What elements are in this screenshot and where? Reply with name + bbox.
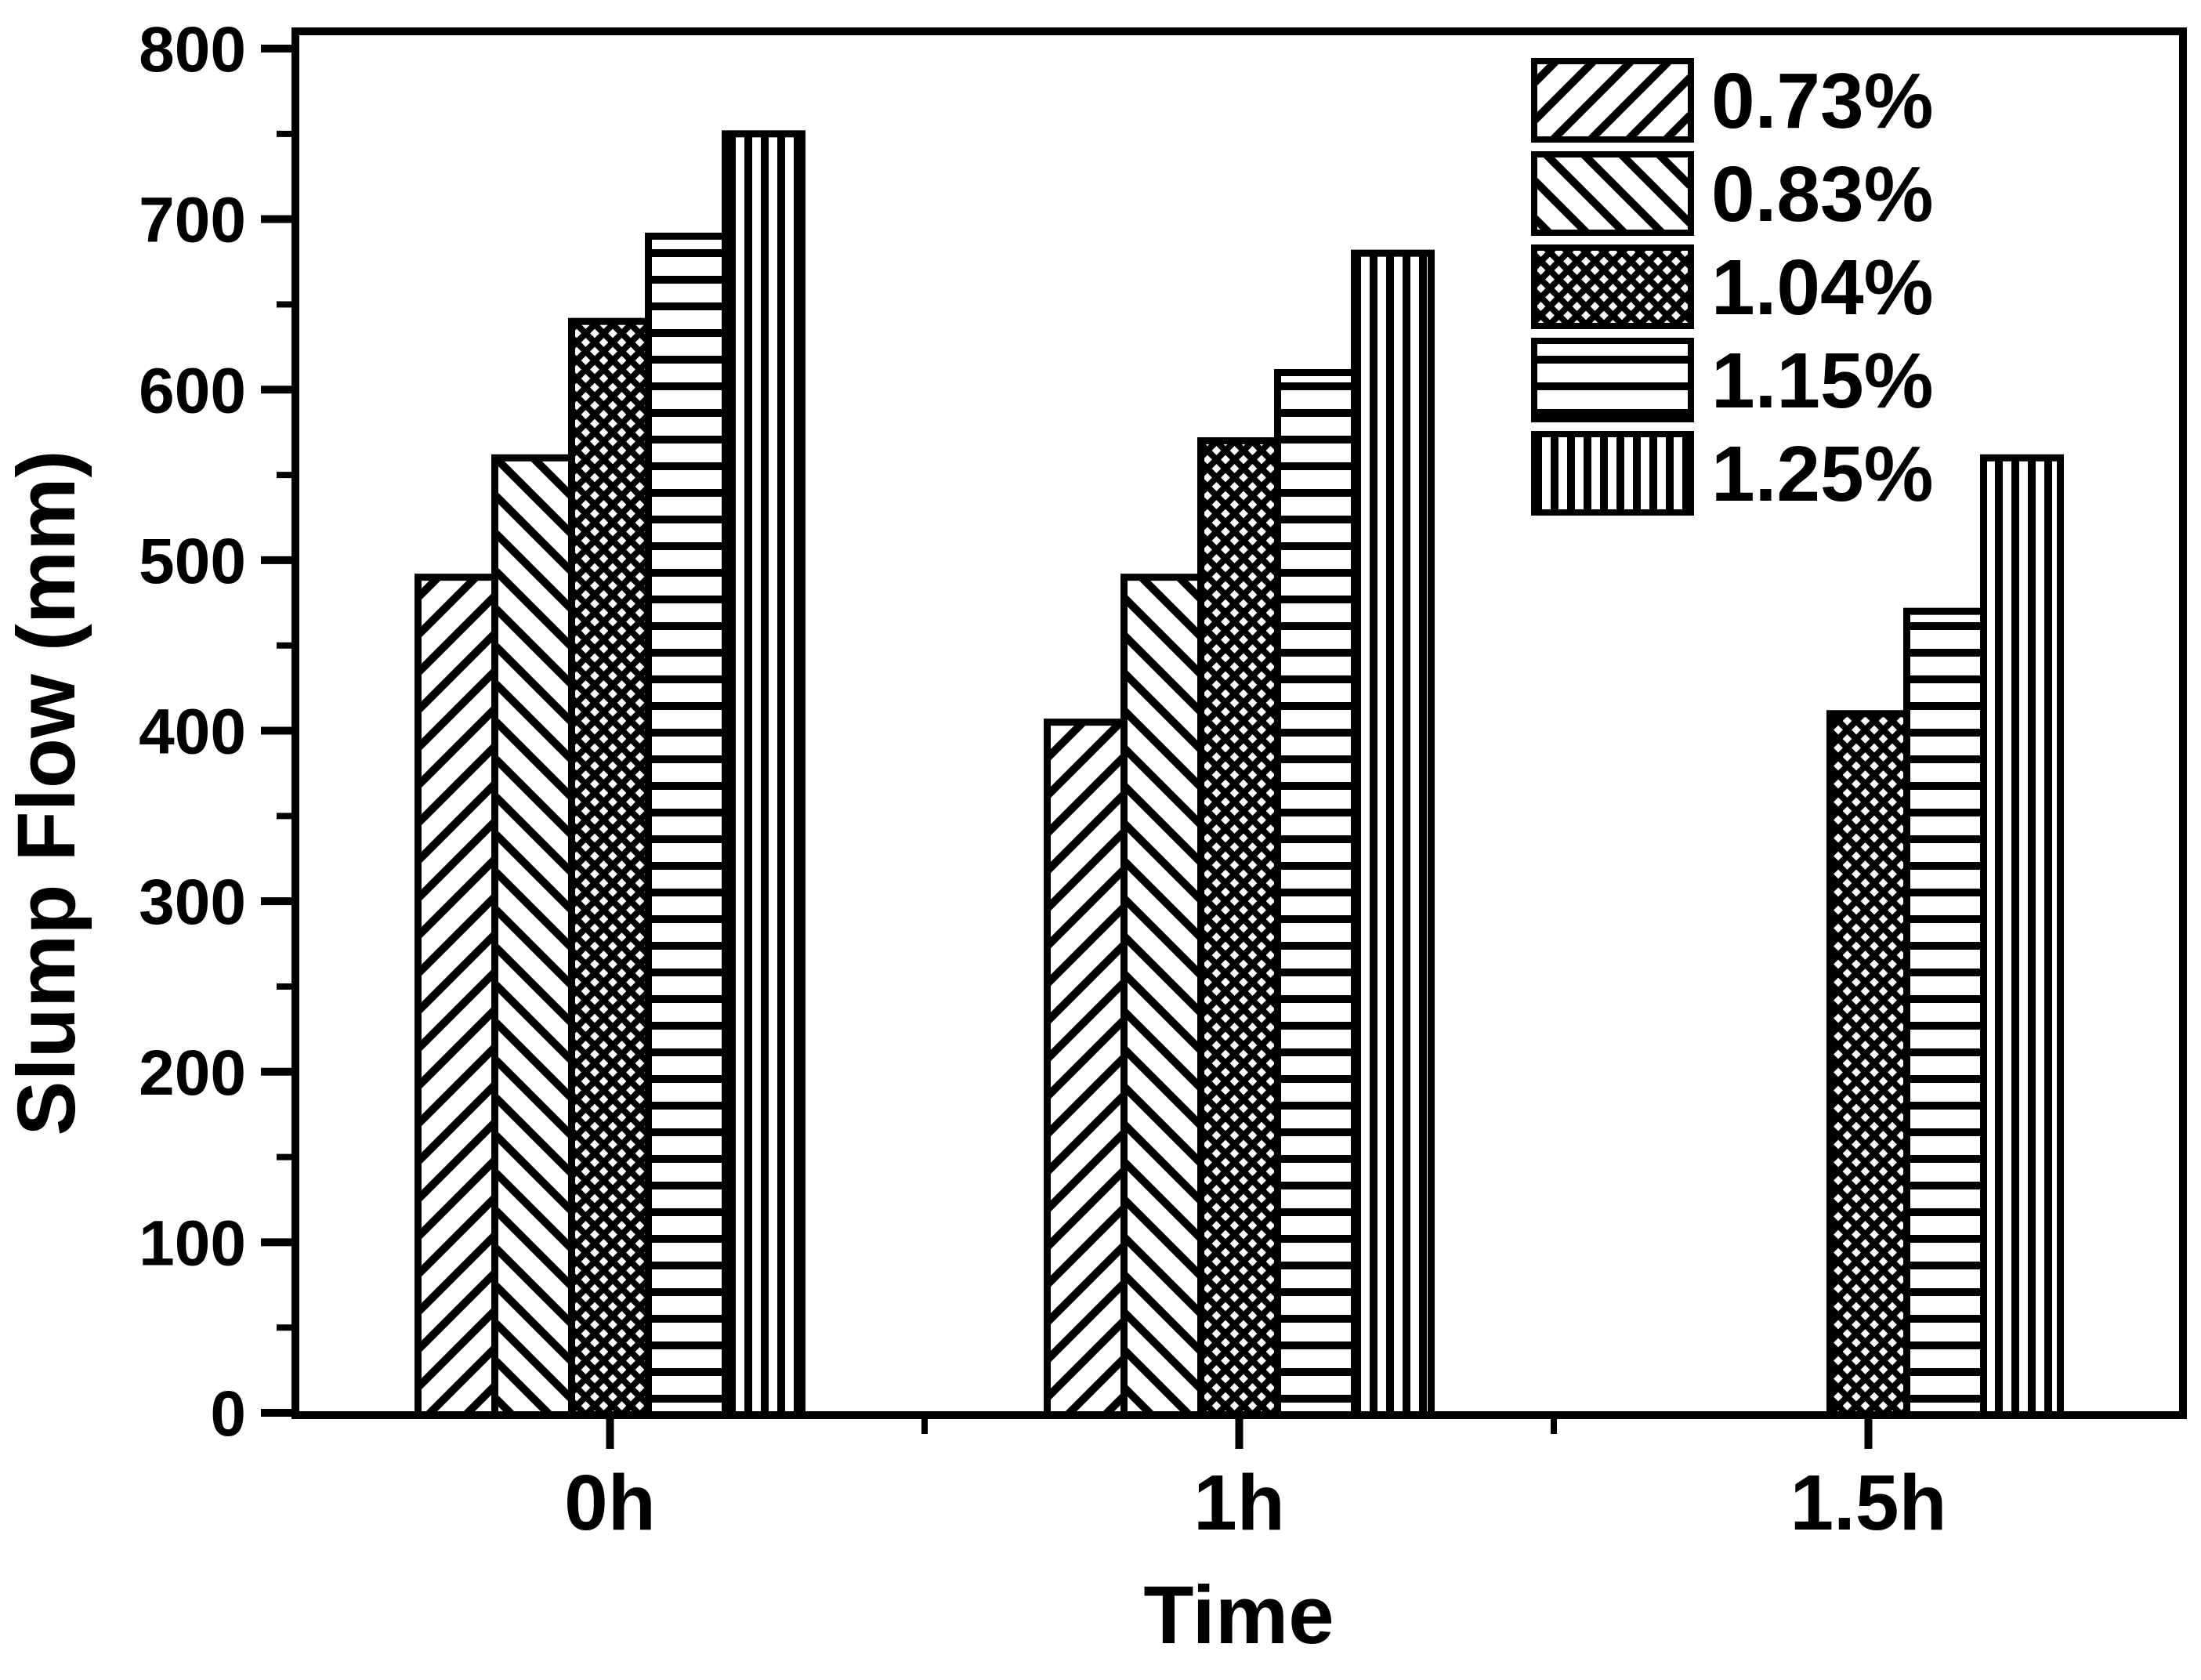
legend-label-0.83%: 0.83% bbox=[1711, 150, 1934, 238]
y-tick-label-400: 400 bbox=[139, 697, 246, 768]
bar-group-1h bbox=[1044, 249, 1435, 1419]
bar-0h-0.73% bbox=[414, 574, 498, 1419]
x-tick-label-0h: 0h bbox=[564, 1459, 656, 1547]
bar-1h-1.25% bbox=[1351, 249, 1435, 1419]
legend-swatch-1.04% bbox=[1531, 244, 1694, 329]
bar-1h-0.83% bbox=[1120, 574, 1204, 1419]
bar-1h-0.73% bbox=[1044, 719, 1128, 1419]
y-tick-label-0: 0 bbox=[210, 1378, 246, 1450]
legend-label-1.25%: 1.25% bbox=[1711, 430, 1934, 518]
legend-label-1.04%: 1.04% bbox=[1711, 244, 1934, 331]
bar-1.5h-1.04% bbox=[1826, 710, 1910, 1419]
legend-swatch-0.73% bbox=[1531, 58, 1694, 143]
x-tick-label-1h: 1h bbox=[1193, 1459, 1285, 1547]
legend-swatch-1.15% bbox=[1531, 338, 1694, 422]
bar-group-0h bbox=[414, 130, 805, 1419]
bar-1h-1.04% bbox=[1197, 437, 1281, 1419]
y-tick-label-500: 500 bbox=[139, 526, 246, 597]
legend: 0.73%0.83%1.04%1.15%1.25% bbox=[1531, 57, 1934, 518]
bar-0h-1.15% bbox=[645, 232, 729, 1419]
y-tick-label-700: 700 bbox=[139, 185, 246, 256]
x-tick-label-1.5h: 1.5h bbox=[1790, 1459, 1946, 1547]
y-tick-label-800: 800 bbox=[139, 14, 246, 85]
legend-label-1.15%: 1.15% bbox=[1711, 337, 1934, 425]
bar-0h-1.25% bbox=[722, 130, 805, 1419]
labels-layer: 0 100 200 300 400 500 600 700 800 0h 1h 1.5h bbox=[139, 14, 1946, 1547]
bar-0h-1.04% bbox=[568, 317, 652, 1419]
bars-layer bbox=[414, 130, 2064, 1419]
y-axis-title: Slump Flow (mm) bbox=[1, 450, 92, 1136]
bar-group-1.5h bbox=[1826, 454, 2064, 1419]
legend-swatch-0.83% bbox=[1531, 151, 1694, 236]
y-tick-label-300: 300 bbox=[139, 867, 246, 938]
legend-swatch-1.25% bbox=[1531, 431, 1694, 516]
y-tick-label-200: 200 bbox=[139, 1037, 246, 1109]
x-axis-title: Time bbox=[1143, 1570, 1334, 1661]
legend-item-1.04%: 1.04% bbox=[1531, 244, 1934, 331]
legend-item-0.73%: 0.73% bbox=[1531, 57, 1934, 145]
bar-1h-1.15% bbox=[1274, 368, 1358, 1419]
ticks-layer bbox=[261, 45, 1873, 1449]
legend-label-0.73%: 0.73% bbox=[1711, 57, 1934, 145]
y-tick-label-100: 100 bbox=[139, 1208, 246, 1279]
legend-item-1.15%: 1.15% bbox=[1531, 337, 1934, 425]
bar-1.5h-1.25% bbox=[1980, 454, 2064, 1419]
bar-1.5h-1.15% bbox=[1903, 607, 1987, 1419]
y-tick-label-600: 600 bbox=[139, 355, 246, 426]
legend-item-0.83%: 0.83% bbox=[1531, 150, 1934, 238]
bar-0h-0.83% bbox=[491, 454, 575, 1419]
legend-item-1.25%: 1.25% bbox=[1531, 430, 1934, 518]
